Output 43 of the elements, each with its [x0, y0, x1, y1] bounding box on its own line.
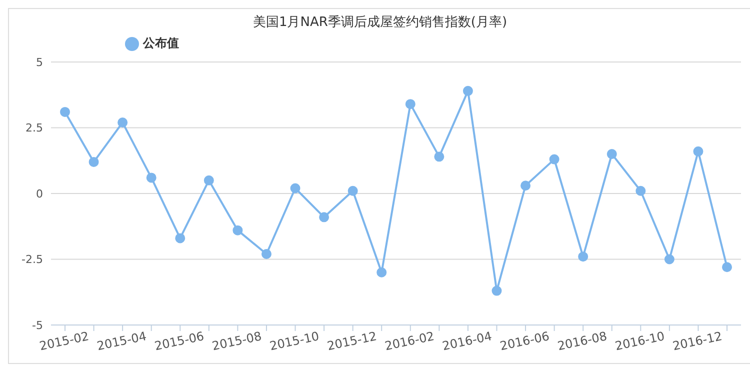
x-tick-label: 2016-02 [384, 329, 436, 354]
point [232, 225, 243, 236]
point [664, 254, 674, 264]
y-tick-label: 5 [36, 56, 43, 69]
x-tick-label: 2015-02 [38, 329, 90, 354]
chart-title: 美国1月NAR季调后成屋签约销售指数(月率) [252, 14, 508, 31]
point [606, 149, 617, 160]
y-tick-label: 2.5 [26, 122, 43, 135]
point [319, 212, 330, 222]
point [578, 252, 588, 262]
x-tick-label: 2016-12 [671, 329, 724, 354]
point [492, 286, 502, 296]
legend-label: 公布值 [143, 36, 179, 50]
point [146, 172, 156, 183]
point [405, 99, 416, 110]
y-tick-label: 0 [36, 187, 43, 200]
x-tick-label: 2015-12 [326, 329, 378, 354]
point [204, 175, 214, 186]
x-tick-label: 2015-04 [96, 329, 148, 354]
point [175, 233, 186, 244]
y-tick-label: -2.5 [22, 253, 43, 266]
point [549, 154, 560, 164]
point [118, 117, 128, 128]
point [722, 262, 732, 272]
point [376, 267, 387, 278]
point [693, 146, 704, 156]
x-tick-label: 2016-08 [556, 329, 608, 354]
point [462, 86, 473, 96]
x-tick-label: 2016-10 [614, 329, 666, 354]
point [60, 106, 70, 117]
point [348, 186, 358, 196]
x-tick-label: 2016-06 [498, 329, 551, 354]
point [261, 248, 272, 259]
point [88, 156, 99, 167]
x-tick-label: 2015-06 [153, 329, 206, 354]
point [520, 180, 531, 191]
point [636, 186, 646, 196]
point [290, 183, 300, 194]
x-tick-label: 2016-04 [441, 329, 494, 354]
point [434, 152, 444, 162]
y-tick-label: -5 [32, 318, 43, 332]
x-tick-label: 2015-10 [268, 329, 320, 354]
x-tick-label: 2015-08 [210, 329, 263, 354]
